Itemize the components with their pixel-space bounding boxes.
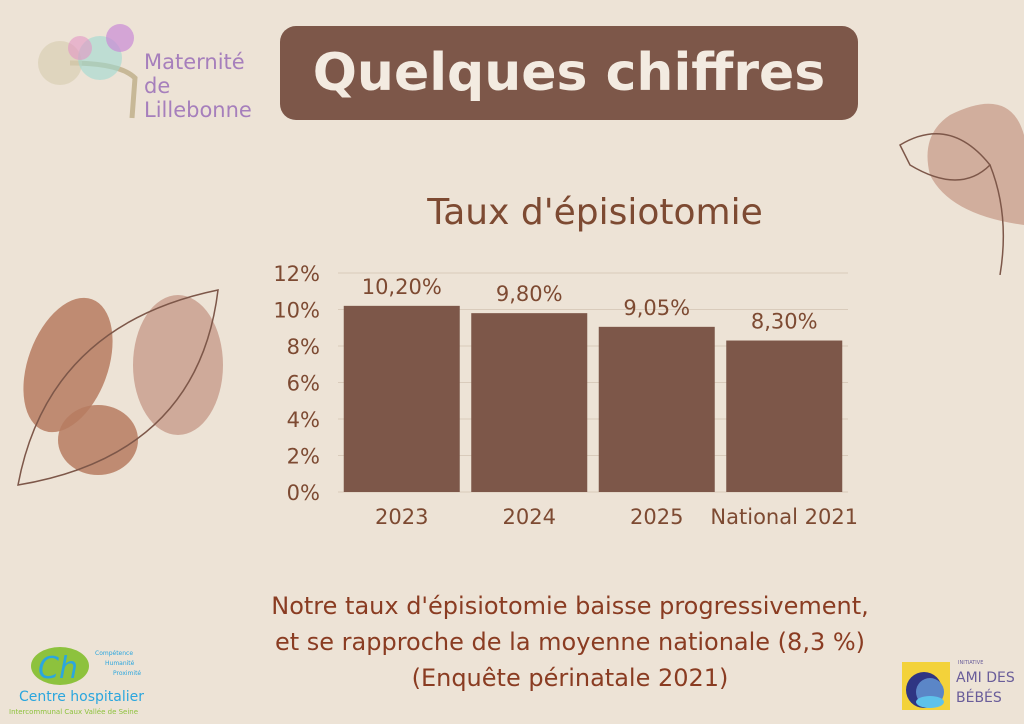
ch-logo-icon: Ch: [31, 647, 89, 686]
y-tick-label: 12%: [273, 262, 320, 286]
x-tick-label: National 2021: [710, 505, 858, 529]
hospital-logo: Ch Compétence Humanité Proximité Centre …: [5, 645, 175, 720]
footer-line: Notre taux d'épisiotomie baisse progress…: [271, 592, 869, 620]
data-label: 9,05%: [623, 296, 690, 320]
y-tick-label: 4%: [287, 408, 320, 432]
mother-baby-icon: [902, 662, 950, 710]
value-text: Humanité: [105, 660, 135, 667]
page-title: Quelques chiffres: [280, 26, 858, 120]
maternite-logo: Maternité de Lillebonne: [10, 18, 252, 123]
footer-note: Notre taux d'épisiotomie baisse progress…: [200, 588, 940, 696]
ami-line2: BÉBÉS: [956, 690, 1002, 706]
y-tick-label: 2%: [287, 445, 320, 469]
value-text: Proximité: [113, 670, 142, 677]
hospital-name: Centre hospitalier: [19, 689, 144, 705]
footer-line: (Enquête périnatale 2021): [411, 664, 729, 692]
data-label: 8,30%: [751, 310, 818, 334]
y-tick-label: 6%: [287, 372, 320, 396]
x-tick-label: 2023: [375, 505, 428, 529]
ami-des-bebes-logo: INITIATIVE AMI DES BÉBÉS: [900, 660, 1020, 716]
y-tick-label: 10%: [273, 299, 320, 323]
y-tick-label: 8%: [287, 335, 320, 359]
footer-line: et se rapproche de la moyenne nationale …: [274, 628, 866, 656]
bar-chart: 0% 2% 4% 6% 8% 10% 12% 10,20% 2023 9,80% 2024 9,05%…: [273, 262, 858, 529]
y-tick-label: 0%: [287, 481, 320, 505]
svg-text:Ch: Ch: [38, 651, 78, 686]
hospital-subtitle: Intercommunal Caux Vallée de Seine: [9, 708, 139, 716]
logo-line-1: Maternité: [144, 50, 245, 74]
bar: [471, 313, 588, 492]
flower-decoration-icon: [899, 103, 1024, 275]
bar: [343, 305, 460, 492]
leaf-decoration-icon: [17, 289, 223, 486]
logo-line-3: Lillebonne: [144, 98, 252, 122]
bar: [598, 326, 715, 492]
chart-title: Taux d'épisiotomie: [427, 192, 763, 233]
value-text: Compétence: [95, 650, 134, 657]
ami-line1: AMI DES: [956, 670, 1015, 686]
x-tick-label: 2025: [630, 505, 683, 529]
tree-butterflies-icon: [38, 24, 138, 119]
logo-line-2: de: [144, 74, 171, 98]
bar: [726, 340, 843, 492]
data-label: 10,20%: [362, 275, 442, 299]
x-tick-label: 2024: [503, 505, 556, 529]
ami-small: INITIATIVE: [958, 660, 984, 666]
data-label: 9,80%: [496, 282, 563, 306]
